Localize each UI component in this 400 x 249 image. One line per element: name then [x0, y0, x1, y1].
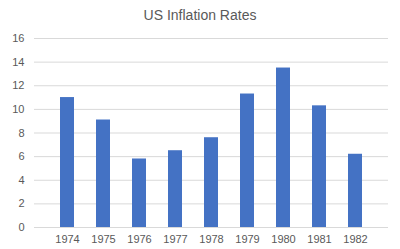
svg-text:16: 16	[12, 32, 24, 44]
svg-text:1981: 1981	[307, 233, 331, 245]
svg-text:14: 14	[12, 56, 24, 68]
svg-text:1979: 1979	[235, 233, 259, 245]
svg-text:12: 12	[12, 79, 24, 91]
svg-text:0: 0	[18, 221, 24, 233]
svg-text:1975: 1975	[91, 233, 115, 245]
svg-text:8: 8	[18, 127, 24, 139]
svg-text:6: 6	[18, 150, 24, 162]
svg-text:1976: 1976	[127, 233, 151, 245]
svg-text:2: 2	[18, 197, 24, 209]
svg-text:1982: 1982	[343, 233, 367, 245]
svg-text:1978: 1978	[199, 233, 223, 245]
svg-text:1980: 1980	[271, 233, 295, 245]
html-text:US Inflation Rates: US Inflation Rates	[143, 7, 257, 23]
svg-text:10: 10	[12, 103, 24, 115]
svg-text:4: 4	[18, 174, 24, 186]
svg-text:1974: 1974	[55, 233, 79, 245]
svg-text:1977: 1977	[163, 233, 187, 245]
